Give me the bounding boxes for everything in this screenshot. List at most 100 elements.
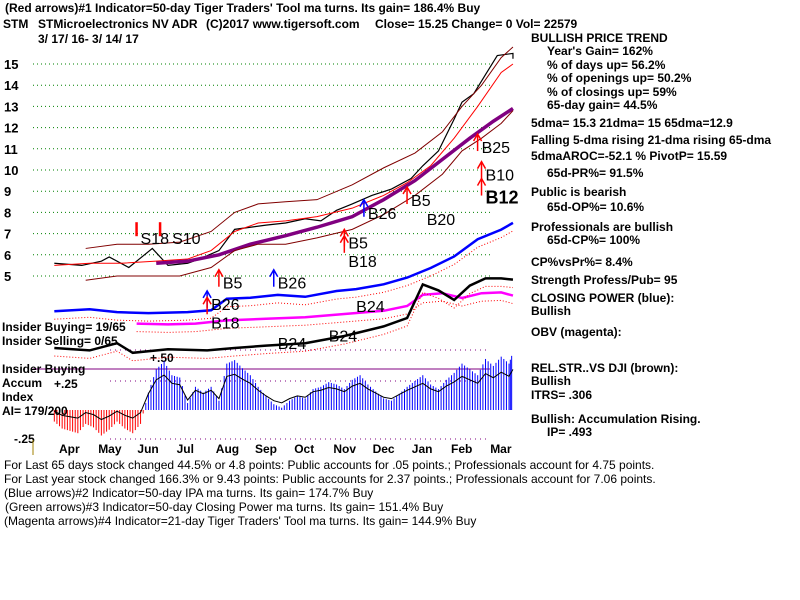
signal-label: B26: [278, 276, 307, 293]
copyright: (C)2017 www.tigersoft.com: [206, 17, 360, 31]
series-closing-power: [54, 221, 514, 315]
month-label-may: May: [98, 442, 122, 456]
signal-label: B18: [211, 315, 240, 332]
close-readout: Close= 15.25 Change= 0 Vol= 22579: [375, 17, 578, 31]
price-tick-label: 15: [4, 57, 18, 72]
signal-label: B26: [368, 206, 397, 223]
signal-arrowhead-icon: [476, 177, 487, 186]
footer-year: For Last year stock changed 166.3% or 9.…: [4, 472, 656, 486]
series-closing-power-ma: [54, 230, 514, 322]
insider-selling: Insider Selling= 0/65: [2, 334, 118, 348]
date-range: 3/ 17/ 16- 3/ 14/ 17: [38, 32, 139, 46]
ip: IP= .493: [547, 425, 593, 440]
cp-vs-pr: CP%vsPr%= 8.4%: [531, 254, 633, 269]
footer-65day: For Last 65 days stock changed 44.5% or …: [4, 458, 655, 472]
footer-green-arrows: (Green arrows)#3 Indicator=50-day Closin…: [5, 500, 444, 514]
gain-65: 65-day gain= 44.5%: [547, 98, 658, 113]
price-tick-label: 13: [4, 99, 18, 114]
series-obv: [136, 291, 514, 326]
footer: For Last 65 days stock changed 44.5% or …: [4, 458, 656, 528]
dma: 5dma= 15.3 21dma= 15 65dma=12.9: [531, 116, 733, 131]
public: Public is bearish: [531, 185, 627, 200]
closings-up: % of closings up= 59%: [547, 84, 677, 99]
openings-up: % of openings up= 50.2%: [547, 71, 692, 86]
accum-label: Accum: [2, 376, 43, 390]
signal-label: B26: [211, 297, 240, 314]
series-upper-band: [85, 46, 514, 249]
signal-arrowhead-icon: [359, 198, 369, 208]
signal-arrowhead-icon: [339, 227, 349, 237]
signal-label: B5: [411, 193, 431, 210]
price-tick-label: 14: [4, 78, 19, 93]
signal-label: S18: [141, 231, 170, 248]
month-label-oct: Oct: [294, 442, 314, 456]
footer-magenta-arrows: (Magenta arrows)#4 Indicator=21-day Tige…: [4, 514, 477, 528]
signal-arrowhead-icon: [214, 268, 224, 278]
stats-panel: BULLISH PRICE TREND Year's Gain= 162% % …: [531, 31, 772, 440]
month-label-sep: Sep: [255, 442, 277, 456]
signal-label: S10: [172, 231, 201, 248]
price-tick-label: 10: [4, 163, 18, 178]
series-rel-strength: [54, 277, 514, 355]
trend: BULLISH PRICE TREND: [531, 31, 668, 45]
price-tick-label: 9: [4, 184, 11, 199]
dma-direction: Falling 5-dma rising 21-dma rising 65-dm…: [531, 132, 772, 147]
year-gain: Year's Gain= 162%: [547, 44, 653, 59]
signal-label: B5: [223, 276, 243, 293]
signal-label: B18: [348, 254, 377, 271]
signal-arrowhead-icon: [472, 132, 483, 142]
pr: 65d-PR%= 91.5%: [547, 165, 644, 180]
days-up: % of days up= 56.2%: [547, 57, 666, 72]
footer-blue-arrows: (Blue arrows)#2 Indicator=50-day IPA ma …: [4, 486, 374, 500]
price-tick-label: 8: [4, 205, 11, 220]
itrs: ITRS= .306: [531, 387, 593, 402]
series-obv-ma: [136, 299, 514, 333]
price-tick-label: 6: [4, 248, 11, 263]
index-label: Index: [2, 390, 34, 404]
signal-label: B24: [278, 336, 307, 353]
month-label-aug: Aug: [216, 442, 239, 456]
ticker-symbol: STM: [3, 17, 29, 31]
company-name: STMicroelectronics NV ADR: [38, 17, 198, 31]
signal-label: B25: [482, 140, 511, 157]
relstr-value: Bullish: [531, 374, 572, 389]
signal-label: B24: [329, 329, 358, 346]
ai-label: AI= 179/200: [2, 404, 68, 418]
month-label-feb: Feb: [451, 442, 472, 456]
ai-tick-label: -.25: [14, 432, 35, 446]
signal-arrowhead-icon: [202, 289, 212, 299]
signal-label: B10: [486, 168, 515, 185]
insider-buying: Insider Buying= 19/65: [2, 320, 126, 334]
indicator-1-title: (Red arrows)#1 Indicator=50-day Tiger Tr…: [5, 1, 481, 15]
signal-label: B20: [427, 212, 456, 229]
series-ma65: [156, 107, 514, 266]
signal-arrowhead-icon: [339, 234, 349, 244]
signal-arrowhead-icon: [202, 295, 212, 305]
price-tick-label: 11: [4, 142, 18, 157]
month-label-apr: Apr: [59, 442, 80, 456]
ai-ma-line: [54, 369, 514, 421]
op: 65d-OP%= 10.6%: [547, 200, 645, 215]
insider-buying-2: Insider Buying: [2, 362, 86, 376]
accum-status: Bullish: Accumulation Rising.: [531, 411, 701, 426]
series-lower-band: [85, 110, 514, 281]
month-label-nov: Nov: [333, 442, 356, 456]
price-tick-label: 7: [4, 227, 11, 242]
signal-arrowhead-icon: [269, 268, 279, 278]
signal-label: B24: [356, 299, 385, 316]
signal-arrowhead-icon: [476, 160, 487, 169]
signal-label: B12: [486, 188, 519, 208]
month-label-jul: Jul: [177, 442, 194, 456]
month-label-jun: Jun: [137, 442, 158, 456]
month-label-dec: Dec: [373, 442, 395, 456]
series-ma21: [54, 63, 514, 266]
price-tick-label: 12: [4, 121, 18, 136]
month-label-jan: Jan: [412, 442, 433, 456]
professionals: Professionals are bullish: [531, 219, 674, 234]
strength: Strength Profess/Pub= 95: [531, 273, 678, 288]
price-tick-label: 5: [4, 269, 11, 284]
series-price: [54, 52, 514, 269]
obv-label: OBV (magenta):: [531, 325, 622, 340]
cp: 65d-CP%= 100%: [547, 233, 641, 248]
